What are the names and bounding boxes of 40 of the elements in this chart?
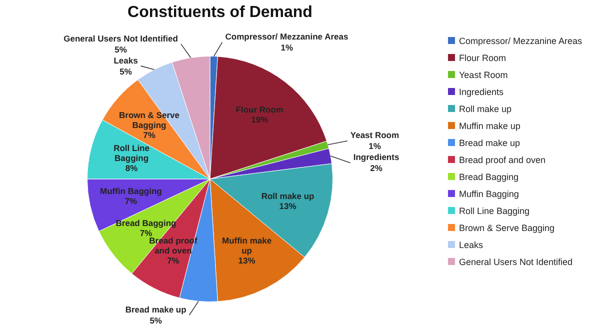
data-label: 2% bbox=[370, 163, 383, 174]
data-label: 5% bbox=[150, 315, 162, 326]
legend-label: Brown & Serve Bagging bbox=[459, 222, 555, 232]
data-label: 13% bbox=[279, 200, 297, 211]
legend-label: Muffin Bagging bbox=[459, 188, 519, 198]
slice-label: Yeast Room bbox=[350, 130, 400, 140]
data-label: 19% bbox=[251, 114, 269, 124]
legend-label: Ingredients bbox=[459, 86, 504, 96]
legend-label: Flour Room bbox=[459, 52, 506, 62]
slice-label: Roll make up bbox=[261, 190, 314, 201]
legend-label: Leaks bbox=[459, 240, 484, 250]
legend-label: Roll Line Bagging bbox=[459, 206, 530, 216]
legend-label: Roll make up bbox=[459, 104, 512, 114]
data-label: 8% bbox=[125, 163, 138, 174]
legend-label: Yeast Room bbox=[459, 70, 508, 80]
data-label: 1% bbox=[368, 141, 382, 152]
slice-label: Ingredients bbox=[353, 152, 400, 162]
legend-label: Bread make up bbox=[459, 138, 520, 148]
slice-label: Flour Room bbox=[236, 104, 284, 114]
slice-label: Compressor/ Mezzanine Areas bbox=[225, 32, 348, 42]
data-label: 7% bbox=[167, 256, 180, 266]
legend-label: Bread Bagging bbox=[459, 172, 519, 182]
slice-label: Leaks bbox=[114, 55, 138, 66]
data-label: 7% bbox=[124, 196, 138, 206]
data-label: 13% bbox=[238, 256, 256, 266]
slice-label: Roll Line Bagging bbox=[114, 143, 150, 164]
slice-label: Muffin Bagging bbox=[100, 186, 162, 196]
slice-label: Muffin make up bbox=[222, 236, 272, 256]
data-label: 1% bbox=[280, 42, 294, 53]
slice-label: Bread make up bbox=[125, 304, 186, 314]
slice-label: General Users Not Identified bbox=[64, 33, 178, 44]
legend-label: Muffin make up bbox=[459, 120, 520, 130]
data-label: 7% bbox=[143, 130, 156, 140]
data-label: 5% bbox=[114, 44, 128, 54]
data-label: 7% bbox=[140, 228, 153, 238]
chart-title: Constituents of Demand bbox=[126, 4, 314, 22]
legend-label: Bread proof and oven bbox=[459, 154, 546, 164]
legend-label: Compressor/ Mezzanine Areas bbox=[459, 36, 582, 46]
data-label: 5% bbox=[120, 66, 132, 76]
legend-label: General Users Not Identified bbox=[459, 256, 573, 266]
